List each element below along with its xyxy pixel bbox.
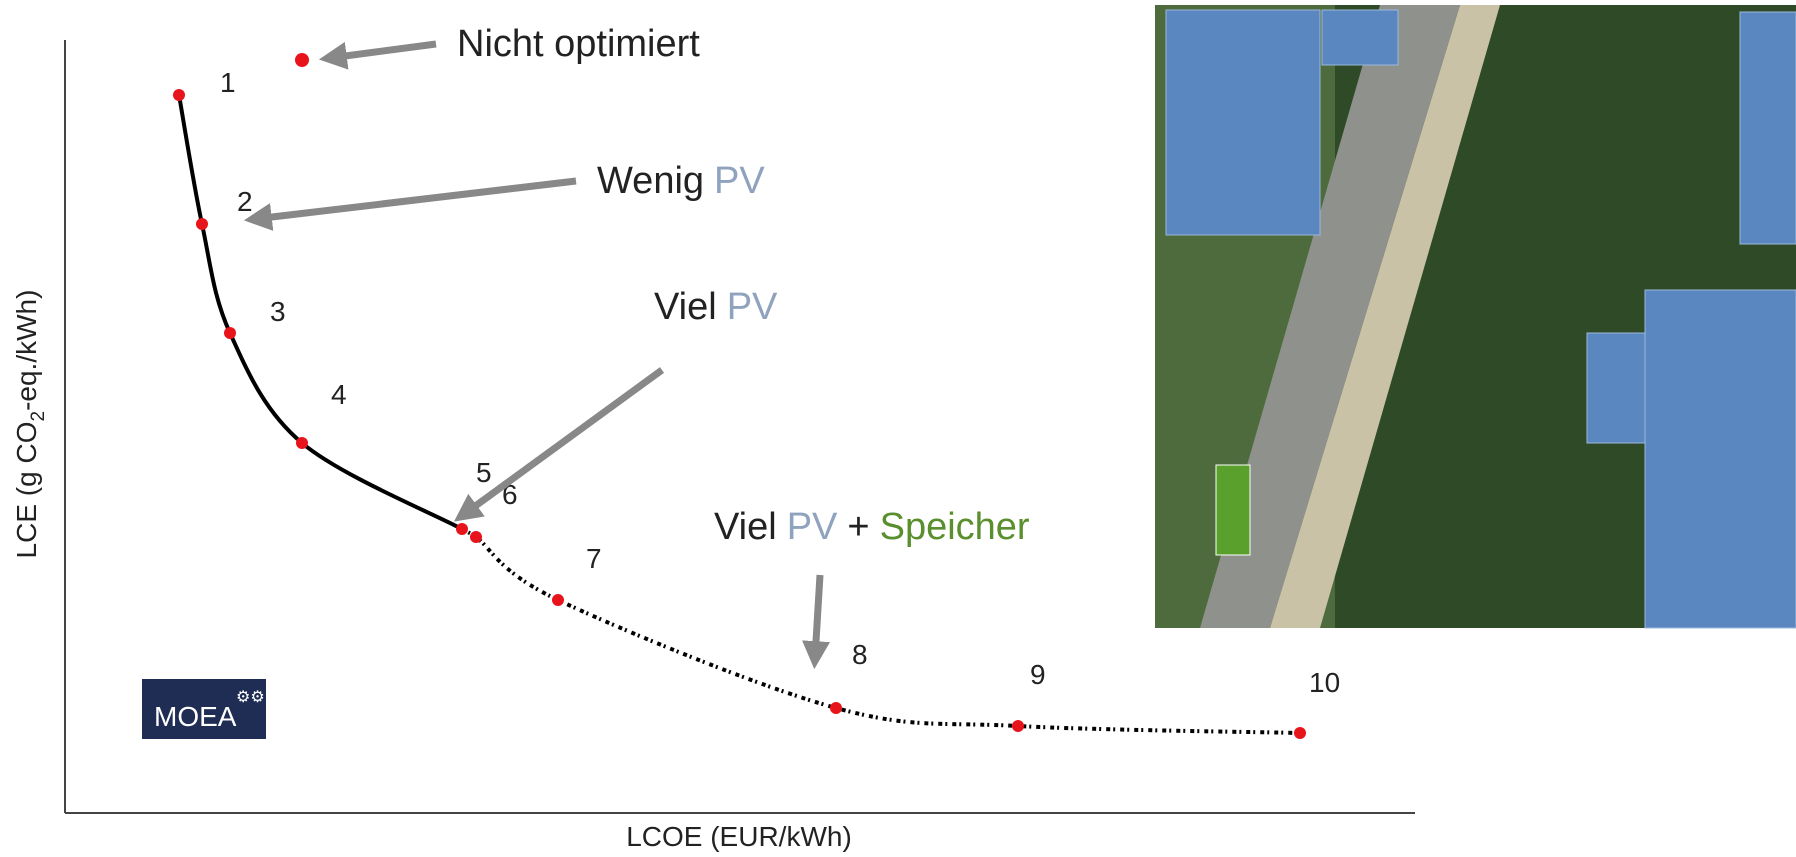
word: Viel <box>654 286 717 328</box>
front-point <box>224 327 236 339</box>
point-label: 4 <box>331 379 347 410</box>
front-point <box>456 523 468 535</box>
point-label: 8 <box>852 639 868 670</box>
point-label: 1 <box>220 67 236 98</box>
word: Viel <box>714 506 777 548</box>
solar <box>1740 12 1796 244</box>
solar <box>1587 333 1645 443</box>
annotation: Nicht optimiert <box>457 23 700 65</box>
x-axis-label: LCOE (EUR/kWh) <box>626 821 852 852</box>
badge-label: MOEA <box>154 701 237 732</box>
point-label: 5 <box>476 457 492 488</box>
y-label-part: LCE (g CO <box>11 422 42 559</box>
word: Speicher <box>880 506 1030 548</box>
badge-icon: ⚙⚙ <box>236 689 265 706</box>
word: + <box>847 506 869 548</box>
battery <box>1216 465 1250 555</box>
arrow <box>463 370 662 515</box>
arrow <box>330 44 436 58</box>
point-label: 3 <box>270 296 286 327</box>
y-label-sub: 2 <box>28 411 49 422</box>
aerial-image <box>1155 5 1796 628</box>
front-point <box>173 89 185 101</box>
solar <box>1322 10 1398 65</box>
point-label: 10 <box>1309 667 1340 698</box>
arrow <box>815 575 820 658</box>
front-solid <box>179 95 462 529</box>
solar <box>1645 290 1796 628</box>
not-optimized-point <box>295 53 309 67</box>
front-point <box>552 594 564 606</box>
front-point <box>470 531 482 543</box>
word: PV <box>787 506 838 548</box>
front-point <box>830 702 842 714</box>
word: Wenig <box>597 160 704 202</box>
front-point <box>296 437 308 449</box>
arrow <box>255 181 576 219</box>
word: PV <box>727 286 778 328</box>
front-point <box>1012 720 1024 732</box>
y-axis-label: LCE (g CO2-eq./kWh) <box>11 290 49 559</box>
front-point <box>1294 727 1306 739</box>
front-point <box>196 218 208 230</box>
solar <box>1166 10 1320 235</box>
page: LCOE (EUR/kWh) LCE (g CO2-eq./kWh) 12345… <box>0 0 1796 857</box>
point-label: 7 <box>586 543 602 574</box>
arrows <box>255 44 820 658</box>
word: PV <box>714 160 765 202</box>
y-label-part: -eq./kWh) <box>11 290 42 411</box>
slide: LCOE (EUR/kWh) LCE (g CO2-eq./kWh) 12345… <box>0 0 1796 852</box>
point-label: 2 <box>237 186 253 217</box>
point-label: 9 <box>1030 659 1046 690</box>
